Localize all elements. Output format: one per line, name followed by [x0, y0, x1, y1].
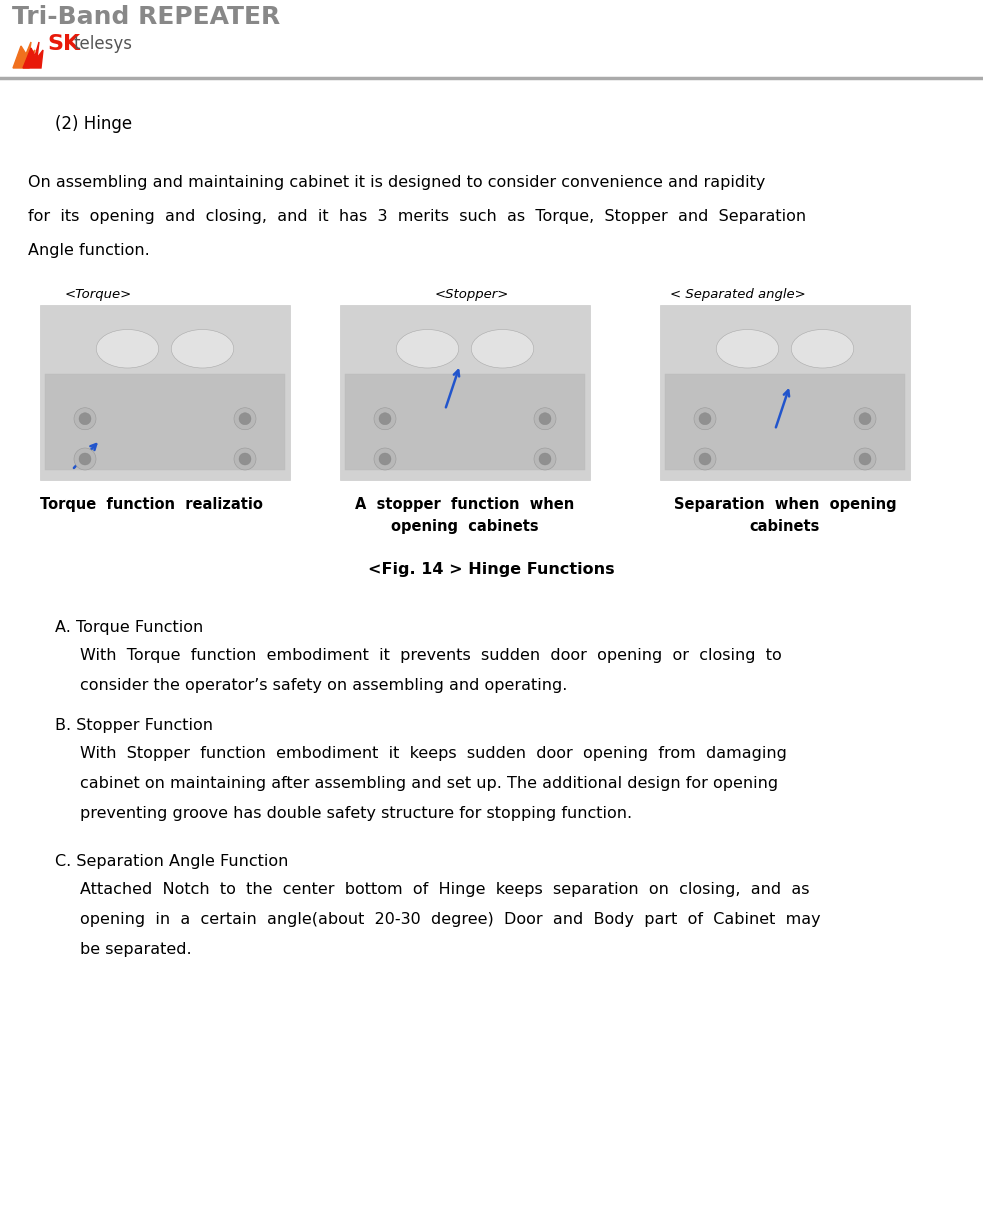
Text: cabinets: cabinets	[750, 519, 820, 533]
Circle shape	[379, 413, 391, 425]
Ellipse shape	[171, 329, 234, 367]
Text: With  Torque  function  embodiment  it  prevents  sudden  door  opening  or  clo: With Torque function embodiment it preve…	[80, 648, 781, 662]
Circle shape	[534, 408, 556, 430]
Text: be separated.: be separated.	[80, 941, 192, 957]
FancyBboxPatch shape	[340, 305, 590, 481]
Circle shape	[374, 408, 396, 430]
Circle shape	[694, 408, 716, 430]
Text: (2) Hinge: (2) Hinge	[55, 116, 132, 133]
Circle shape	[234, 449, 256, 469]
Text: <Stopper>: <Stopper>	[435, 288, 509, 301]
Ellipse shape	[396, 329, 459, 367]
Text: preventing groove has double safety structure for stopping function.: preventing groove has double safety stru…	[80, 806, 632, 821]
Ellipse shape	[471, 329, 534, 367]
Circle shape	[79, 454, 91, 465]
Circle shape	[854, 449, 876, 469]
Text: On assembling and maintaining cabinet it is designed to consider convenience and: On assembling and maintaining cabinet it…	[28, 175, 766, 190]
Text: consider the operator’s safety on assembling and operating.: consider the operator’s safety on assemb…	[80, 678, 567, 693]
Circle shape	[234, 408, 256, 430]
Text: for  its  opening  and  closing,  and  it  has  3  merits  such  as  Torque,  St: for its opening and closing, and it has …	[28, 209, 806, 224]
Circle shape	[539, 454, 551, 465]
Text: A. Torque Function: A. Torque Function	[55, 619, 203, 635]
Text: Angle function.: Angle function.	[28, 243, 149, 258]
FancyBboxPatch shape	[40, 305, 290, 481]
FancyBboxPatch shape	[665, 374, 905, 469]
Circle shape	[854, 408, 876, 430]
Polygon shape	[13, 42, 35, 68]
FancyBboxPatch shape	[660, 305, 910, 481]
Circle shape	[694, 449, 716, 469]
Ellipse shape	[717, 329, 779, 367]
Text: A  stopper  function  when: A stopper function when	[356, 497, 575, 512]
Text: With  Stopper  function  embodiment  it  keeps  sudden  door  opening  from  dam: With Stopper function embodiment it keep…	[80, 746, 786, 761]
Text: B. Stopper Function: B. Stopper Function	[55, 718, 213, 732]
Text: SK: SK	[47, 34, 81, 54]
Text: Separation  when  opening: Separation when opening	[673, 497, 896, 512]
Circle shape	[534, 449, 556, 469]
FancyBboxPatch shape	[45, 374, 285, 469]
Text: Torque  function  realizatio: Torque function realizatio	[40, 497, 262, 512]
Ellipse shape	[96, 329, 158, 367]
Circle shape	[859, 454, 871, 465]
Text: Attached  Notch  to  the  center  bottom  of  Hinge  keeps  separation  on  clos: Attached Notch to the center bottom of H…	[80, 882, 809, 897]
Circle shape	[79, 413, 91, 425]
Circle shape	[74, 449, 96, 469]
Text: <Torque>: <Torque>	[65, 288, 133, 301]
Circle shape	[379, 454, 391, 465]
Circle shape	[539, 413, 551, 425]
Text: < Separated angle>: < Separated angle>	[670, 288, 806, 301]
Circle shape	[239, 413, 251, 425]
Text: C. Separation Angle Function: C. Separation Angle Function	[55, 854, 288, 869]
Circle shape	[74, 408, 96, 430]
Text: <Fig. 14 > Hinge Functions: <Fig. 14 > Hinge Functions	[368, 562, 614, 576]
Circle shape	[699, 454, 711, 465]
Ellipse shape	[791, 329, 854, 367]
Circle shape	[859, 413, 871, 425]
Circle shape	[699, 413, 711, 425]
FancyBboxPatch shape	[345, 374, 585, 469]
Text: cabinet on maintaining after assembling and set up. The additional design for op: cabinet on maintaining after assembling …	[80, 775, 779, 791]
Polygon shape	[23, 42, 43, 68]
Circle shape	[374, 449, 396, 469]
Text: opening  cabinets: opening cabinets	[391, 519, 539, 533]
Text: telesys: telesys	[74, 34, 133, 53]
Circle shape	[239, 454, 251, 465]
Text: opening  in  a  certain  angle(about  20-30  degree)  Door  and  Body  part  of : opening in a certain angle(about 20-30 d…	[80, 912, 821, 927]
Text: Tri-Band REPEATER: Tri-Band REPEATER	[12, 5, 280, 29]
